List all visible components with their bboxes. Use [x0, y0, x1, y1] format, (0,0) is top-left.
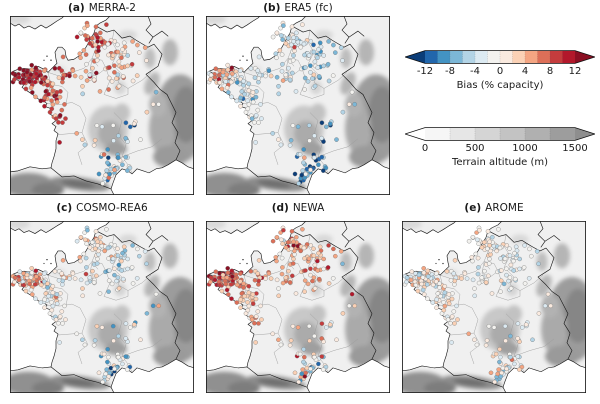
terrain-colorbar-tick: 500: [465, 143, 485, 154]
panel-frame: [402, 221, 586, 393]
panel-frame: [10, 221, 194, 393]
panel-title-b: (b) ERA5 (fc): [206, 1, 390, 15]
map-panel-e: [402, 221, 586, 393]
wind-farm-bias-dots: [206, 225, 357, 385]
bias-colorbar-bar: [405, 50, 595, 64]
wind-farm-bias-dots: [402, 225, 553, 385]
channel-islands: [239, 55, 248, 61]
panel-name-b: ERA5 (fc): [284, 2, 333, 14]
terrain-colorbar-tick: 1000: [512, 143, 538, 154]
coastlines-and-borders: [10, 221, 194, 393]
terrain-shading: [206, 221, 390, 393]
terrain-colorbar: 0 500 1000 1500 Terrain altitude (m): [405, 127, 595, 173]
panel-frame: [206, 16, 390, 195]
panel-title-e: (e) AROME: [402, 201, 586, 215]
panel-label-e: (e): [464, 202, 482, 214]
panel-label-a: (a): [68, 2, 85, 14]
map-panel-c: [10, 221, 194, 393]
terrain-colorbar-bar: [405, 127, 595, 141]
map-panel-d: [206, 221, 390, 393]
bias-colorbar-tick: -8: [445, 66, 455, 77]
map-panel-b: [206, 16, 390, 195]
bias-colorbar: -12 -8 -4 0 4 8 12 Bias (% capacity): [405, 50, 595, 96]
panel-name-d: NEWA: [292, 202, 325, 214]
panel-title-a: (a) MERRA-2: [10, 1, 194, 15]
panel-label-c: (c): [56, 202, 73, 214]
channel-islands: [435, 258, 444, 265]
wind-farm-bias-dots: [206, 20, 357, 186]
panel-name-c: COSMO-REA6: [76, 202, 148, 214]
panel-label-b: (b): [263, 2, 281, 14]
panel-label-d: (d): [271, 202, 289, 214]
panel-name-e: AROME: [485, 202, 524, 214]
bias-colorbar-tick: 12: [568, 66, 582, 77]
channel-islands: [43, 258, 52, 265]
panel-name-a: MERRA-2: [88, 2, 136, 14]
bias-colorbar-tick: 8: [546, 66, 554, 77]
terrain-shading: [206, 16, 390, 195]
panel-frame: [206, 221, 390, 393]
bias-colorbar-tick: 4: [521, 66, 529, 77]
wind-farm-bias-dots: [10, 225, 161, 385]
panel-frame: [10, 16, 194, 195]
terrain-colorbar-tick: 1500: [562, 143, 588, 154]
terrain-colorbar-tick: 0: [421, 143, 429, 154]
bias-colorbar-tick: -12: [416, 66, 434, 77]
wind-farm-bias-dots: [10, 20, 161, 186]
terrain-colorbar-ticks: 0 500 1000 1500: [405, 143, 595, 155]
bias-colorbar-ticks: -12 -8 -4 0 4 8 12: [405, 66, 595, 78]
panel-title-c: (c) COSMO-REA6: [10, 201, 194, 215]
channel-islands: [43, 55, 52, 61]
map-panel-a: [10, 16, 194, 195]
bias-colorbar-tick: -4: [470, 66, 480, 77]
panel-title-d: (d) NEWA: [206, 201, 390, 215]
bias-colorbar-label: Bias (% capacity): [456, 80, 544, 91]
bias-colorbar-tick: 0: [496, 66, 504, 77]
terrain-colorbar-label: Terrain altitude (m): [451, 157, 549, 168]
channel-islands: [239, 258, 248, 265]
